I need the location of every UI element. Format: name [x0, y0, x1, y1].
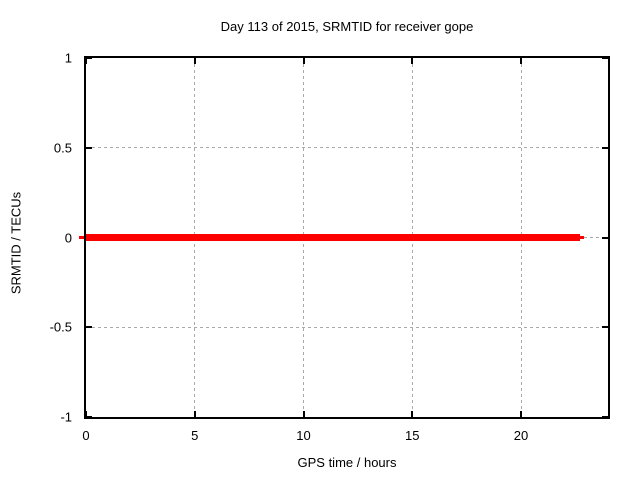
- data-line-start-cap: [79, 236, 84, 239]
- y-axis-label: SRMTID / TECUs: [8, 191, 24, 295]
- x-tick-label: 0: [82, 428, 90, 443]
- y-tick-label: -1: [60, 409, 72, 425]
- y-tick-right: [602, 146, 608, 149]
- y-tick-label: 1: [64, 50, 72, 66]
- y-tick-left: [86, 416, 92, 418]
- x-tick-label: 10: [296, 428, 311, 443]
- x-tick-top: [411, 58, 414, 64]
- y-tick-right: [602, 326, 608, 329]
- x-tick-bottom: [302, 411, 305, 417]
- x-axis-label: GPS time / hours: [297, 455, 397, 470]
- data-line: [86, 234, 581, 241]
- x-tick-top: [520, 58, 522, 64]
- y-tick-right: [602, 416, 608, 418]
- x-tick-label: 5: [191, 428, 199, 443]
- y-tick-label: -0.5: [49, 319, 72, 335]
- y-tick-left: [86, 326, 92, 329]
- x-tick-label: 20: [513, 428, 529, 443]
- y-tick-label: 0: [64, 230, 72, 245]
- y-tick-left: [86, 57, 92, 59]
- x-tick-top: [85, 58, 87, 64]
- x-tick-label: 15: [405, 428, 420, 443]
- y-tick-left: [86, 146, 92, 149]
- plot-area: 0 5 10 15 20 -1 -0.5 0 0.5 1: [50, 51, 610, 443]
- y-tick-right: [602, 236, 608, 239]
- y-gridline: [86, 147, 608, 149]
- y-tick-label: 0.5: [53, 140, 72, 156]
- x-tick-top: [302, 58, 305, 64]
- data-line-end-cap: [580, 236, 585, 239]
- y-gridline: [86, 326, 608, 328]
- x-tick-top: [193, 58, 196, 64]
- x-tick-bottom: [411, 411, 414, 417]
- x-tick-bottom: [193, 411, 196, 417]
- x-tick-bottom: [85, 411, 87, 417]
- y-tick-right: [602, 57, 608, 59]
- x-tick-bottom: [520, 411, 522, 417]
- chart-title: Day 113 of 2015, SRMTID for receiver gop…: [220, 19, 474, 34]
